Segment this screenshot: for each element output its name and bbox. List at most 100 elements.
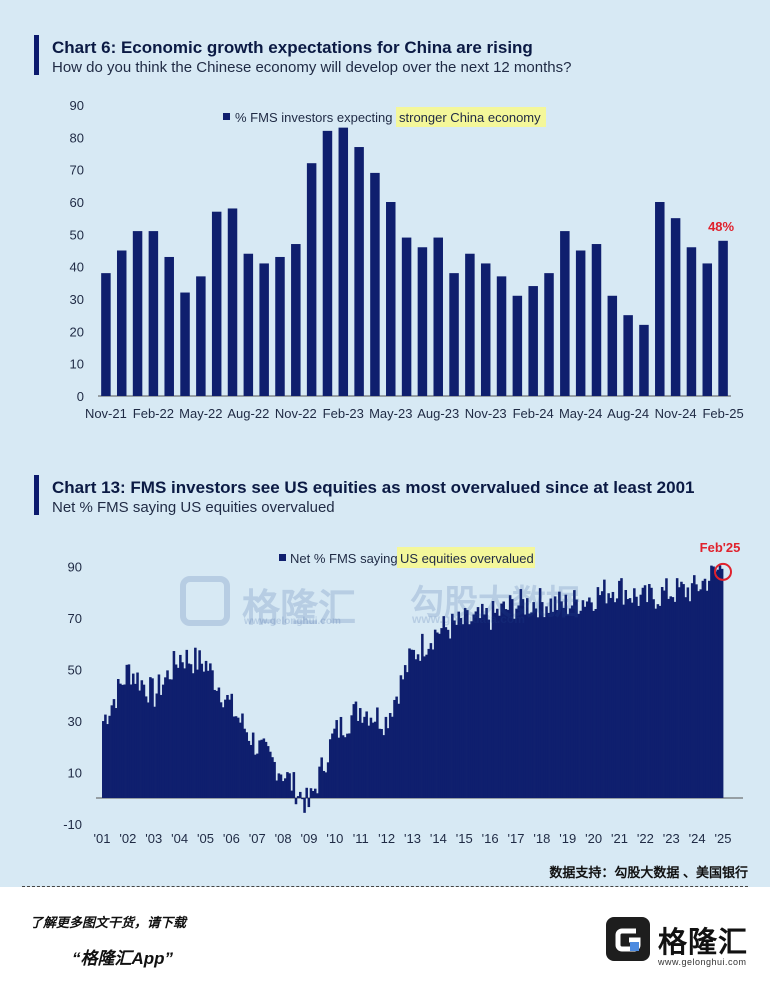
chart13-bar: [442, 616, 446, 798]
chart6-bar: [164, 256, 174, 396]
chart13-x-tick: '22: [637, 831, 654, 846]
chart13-bar: [573, 590, 576, 798]
chart13-bar: [684, 597, 687, 798]
chart13-bar: [714, 571, 717, 798]
chart13-bar: [577, 613, 580, 798]
chart13-bar: [251, 732, 255, 798]
chart13-bar: [247, 740, 251, 798]
chart13-bar: [534, 608, 538, 798]
chart13-bar: [226, 694, 229, 798]
chart13-bar: [626, 599, 630, 798]
chart13-bar: [667, 598, 670, 798]
chart13-y-tick: 90: [68, 559, 82, 574]
chart6-bar: [386, 202, 396, 396]
footer: 了解更多图文干货，请下载 “格隆汇App” 格隆汇 www.gelonghui.…: [0, 887, 770, 1002]
chart13-bar: [579, 610, 583, 798]
chart13-x-tick: '21: [611, 831, 628, 846]
chart13-bar: [671, 597, 675, 798]
chart13-bar: [382, 735, 386, 798]
chart6-plot: 0 10 20 30 40 50 60 70 80 90 Nov-21 Feb-22 May-22 Aug…: [70, 98, 744, 421]
chart13-bar: [519, 589, 523, 798]
chart13-bar: [286, 772, 289, 798]
chart13-bar: [305, 787, 308, 798]
chart13-bar: [545, 606, 548, 798]
chart13-bar: [303, 798, 306, 813]
chart13-bar: [500, 603, 503, 798]
chart6-bar: [148, 231, 159, 396]
chart13-bar: [648, 584, 651, 798]
chart13-bar: [269, 751, 272, 798]
watermark-brand: 格隆汇: [242, 588, 357, 630]
chart13-bar: [256, 753, 259, 798]
chart6-x-tick: Nov-24: [655, 406, 697, 421]
chart13-bar: [217, 687, 221, 798]
brand-block[interactable]: 格隆汇 www.gelonghui.com: [606, 917, 751, 967]
chart13-bar: [478, 618, 482, 798]
brand-url: www.gelonghui.com: [658, 957, 747, 967]
chart13-bar: [491, 600, 495, 798]
chart13-bar: [624, 590, 628, 798]
chart13-bar: [146, 702, 150, 798]
chart6-x-tick: Feb-24: [513, 406, 554, 421]
chart13-bar: [138, 690, 141, 798]
chart13-bar: [607, 593, 610, 798]
chart6-bar: [465, 253, 475, 396]
chart13-bar: [281, 781, 285, 798]
chart13-bar: [391, 716, 394, 798]
chart13-bar: [337, 737, 341, 798]
chart13-bar: [367, 725, 371, 798]
chart13-bar: [459, 618, 463, 798]
chart6-bar: [496, 276, 507, 396]
chart6-bar: [560, 231, 570, 396]
chart13-bar: [365, 711, 368, 798]
chart13-bar: [701, 580, 705, 798]
chart13-bar: [131, 673, 135, 798]
chart13-x-tick: '16: [482, 831, 499, 846]
chart13-bar: [221, 707, 225, 798]
chart13-bar: [511, 599, 514, 798]
chart13-bar: [438, 633, 441, 798]
chart13-bar: [643, 585, 647, 798]
chart13-bar: [356, 720, 360, 798]
chart13-bar: [472, 614, 475, 798]
watermark-url: www.gelonghui.com: [244, 616, 341, 627]
chart6-bar: [196, 276, 206, 396]
chart6-x-tick: Feb-22: [133, 406, 174, 421]
chart13-bar: [363, 716, 366, 798]
chart6-bar: [591, 244, 602, 396]
chart13-bar: [630, 602, 634, 798]
chart13-bar: [461, 624, 465, 798]
chart13-bar: [588, 597, 591, 798]
chart13-bar: [288, 773, 291, 798]
chart13-bar: [123, 684, 126, 798]
chart6-x-tick: Feb-25: [702, 406, 743, 421]
chart13-bar: [401, 679, 405, 798]
chart13-bar: [468, 624, 471, 798]
chart13-bar: [211, 670, 214, 798]
chart13-x-tick: '25: [715, 831, 732, 846]
chart6-bar: [433, 237, 443, 396]
chart13-bar: [528, 613, 531, 798]
chart13-annotation-circle: [714, 562, 732, 581]
chart13-x-tick: '08: [275, 831, 292, 846]
chart13-bar: [339, 716, 343, 798]
chart13-bar: [313, 788, 317, 798]
promo-line-2[interactable]: “格隆汇App”: [72, 949, 174, 968]
chart6-bar: [322, 130, 333, 396]
chart6-x-tick: Aug-23: [417, 406, 459, 421]
chart13-bar: [134, 683, 137, 798]
chart13-bar: [114, 708, 118, 798]
chart6-bar: [670, 218, 681, 396]
chart6-x-tick: Nov-22: [275, 406, 317, 421]
chart13-bar: [284, 778, 287, 798]
chart13-bar: [279, 774, 283, 798]
chart13-bar: [348, 733, 351, 798]
chart13-bar: [483, 614, 486, 798]
chart13-bar: [455, 624, 458, 798]
chart13-bar: [354, 701, 358, 798]
chart13-bar: [658, 605, 662, 798]
chart13-bar: [343, 737, 347, 798]
chart13-bar: [157, 674, 161, 798]
chart6-header: Chart 6: Economic growth expectations fo…: [34, 35, 734, 79]
chart6-bar: [354, 147, 364, 396]
